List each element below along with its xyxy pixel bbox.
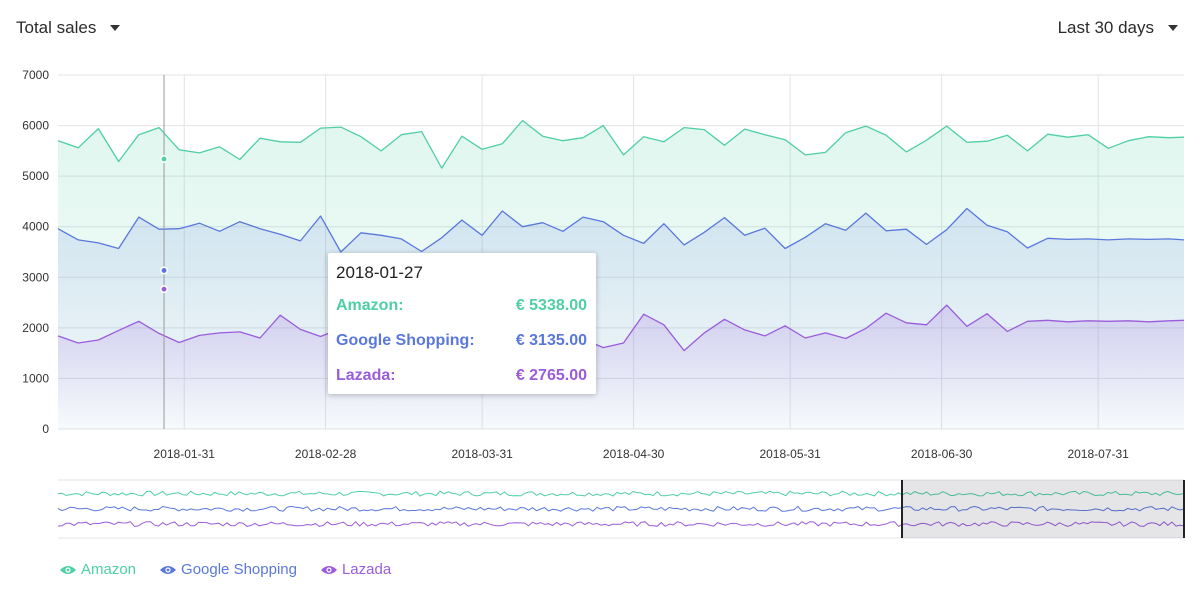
date-range-dropdown[interactable]: Last 30 days <box>1058 18 1178 38</box>
x-tick-label: 2018-07-31 <box>1067 447 1129 461</box>
highlight-point <box>160 155 168 163</box>
legend-item-amazon[interactable]: Amazon <box>59 561 136 578</box>
tooltip-row-google-shopping: Google Shopping: € 3135.00 <box>336 332 587 367</box>
y-tick-label: 1000 <box>22 371 49 385</box>
x-tick-label: 2018-03-31 <box>451 447 513 461</box>
x-tick-label: 2018-06-30 <box>911 447 973 461</box>
series-line-1 <box>57 207 1185 253</box>
eye-icon <box>320 565 337 574</box>
series-lines <box>57 119 1185 352</box>
x-tick-label: 2018-05-31 <box>759 447 821 461</box>
y-tick-label: 0 <box>42 422 49 436</box>
navigator-series-line <box>57 520 1185 528</box>
series-line-0 <box>57 119 1185 169</box>
x-tick-label: 2018-02-28 <box>295 447 357 461</box>
x-tick-label: 2018-04-30 <box>603 447 665 461</box>
highlight-point <box>160 285 168 294</box>
legend-label: Amazon <box>81 561 137 578</box>
eye-icon <box>160 565 177 574</box>
tooltip-series-name: Lazada: <box>336 367 396 384</box>
tooltip-row-amazon: Amazon: € 5338.00 <box>336 297 587 332</box>
date-range-dropdown-label: Last 30 days <box>1057 18 1154 37</box>
y-tick-label: 7000 <box>22 68 49 82</box>
tooltip-series-name: Google Shopping: <box>336 332 475 349</box>
chart-legend: Amazon Google Shopping Lazada <box>59 561 391 578</box>
eye-icon <box>60 565 76 574</box>
caret-down-icon <box>1168 25 1178 31</box>
tooltip-date: 2018-01-27 <box>336 263 423 282</box>
metric-dropdown[interactable]: Total sales <box>16 18 121 38</box>
navigator-series-line <box>57 490 1185 497</box>
y-axis: 0 1000 2000 3000 4000 5000 6000 7000 <box>22 68 49 436</box>
series-line-2 <box>57 304 1185 352</box>
x-tick-label: 2018-01-31 <box>154 447 216 461</box>
x-axis: 2018-01-31 2018-02-28 2018-03-31 2018-04-30… <box>154 447 1130 461</box>
caret-down-icon <box>110 25 121 31</box>
tooltip-series-value: € 5338.00 <box>515 297 587 314</box>
legend-item-lazada[interactable]: Lazada <box>320 561 391 578</box>
hover-crosshair <box>160 75 168 429</box>
range-navigator[interactable] <box>57 479 1185 539</box>
y-tick-label: 6000 <box>22 119 49 133</box>
data-tooltip: 2018-01-27 Amazon: € 5338.00 Google Shop… <box>328 253 596 394</box>
y-tick-label: 4000 <box>22 220 49 234</box>
legend-item-google-shopping[interactable]: Google Shopping <box>159 561 297 578</box>
legend-label: Lazada <box>341 561 392 578</box>
tooltip-series-value: € 3135.00 <box>515 332 587 349</box>
highlight-point <box>160 266 168 275</box>
tooltip-series-value: € 2765.00 <box>515 367 587 384</box>
series-areas <box>58 120 1184 429</box>
y-tick-label: 3000 <box>22 270 49 284</box>
metric-dropdown-label: Total sales <box>16 18 97 37</box>
tooltip-row-lazada: Lazada: € 2765.00 <box>336 367 587 402</box>
navigator-series-line <box>57 505 1185 512</box>
y-tick-label: 5000 <box>22 169 49 183</box>
y-tick-label: 2000 <box>22 321 49 335</box>
legend-label: Google Shopping <box>181 561 297 578</box>
navigator-selection[interactable] <box>902 480 1184 538</box>
tooltip-series-name: Amazon: <box>336 297 404 314</box>
